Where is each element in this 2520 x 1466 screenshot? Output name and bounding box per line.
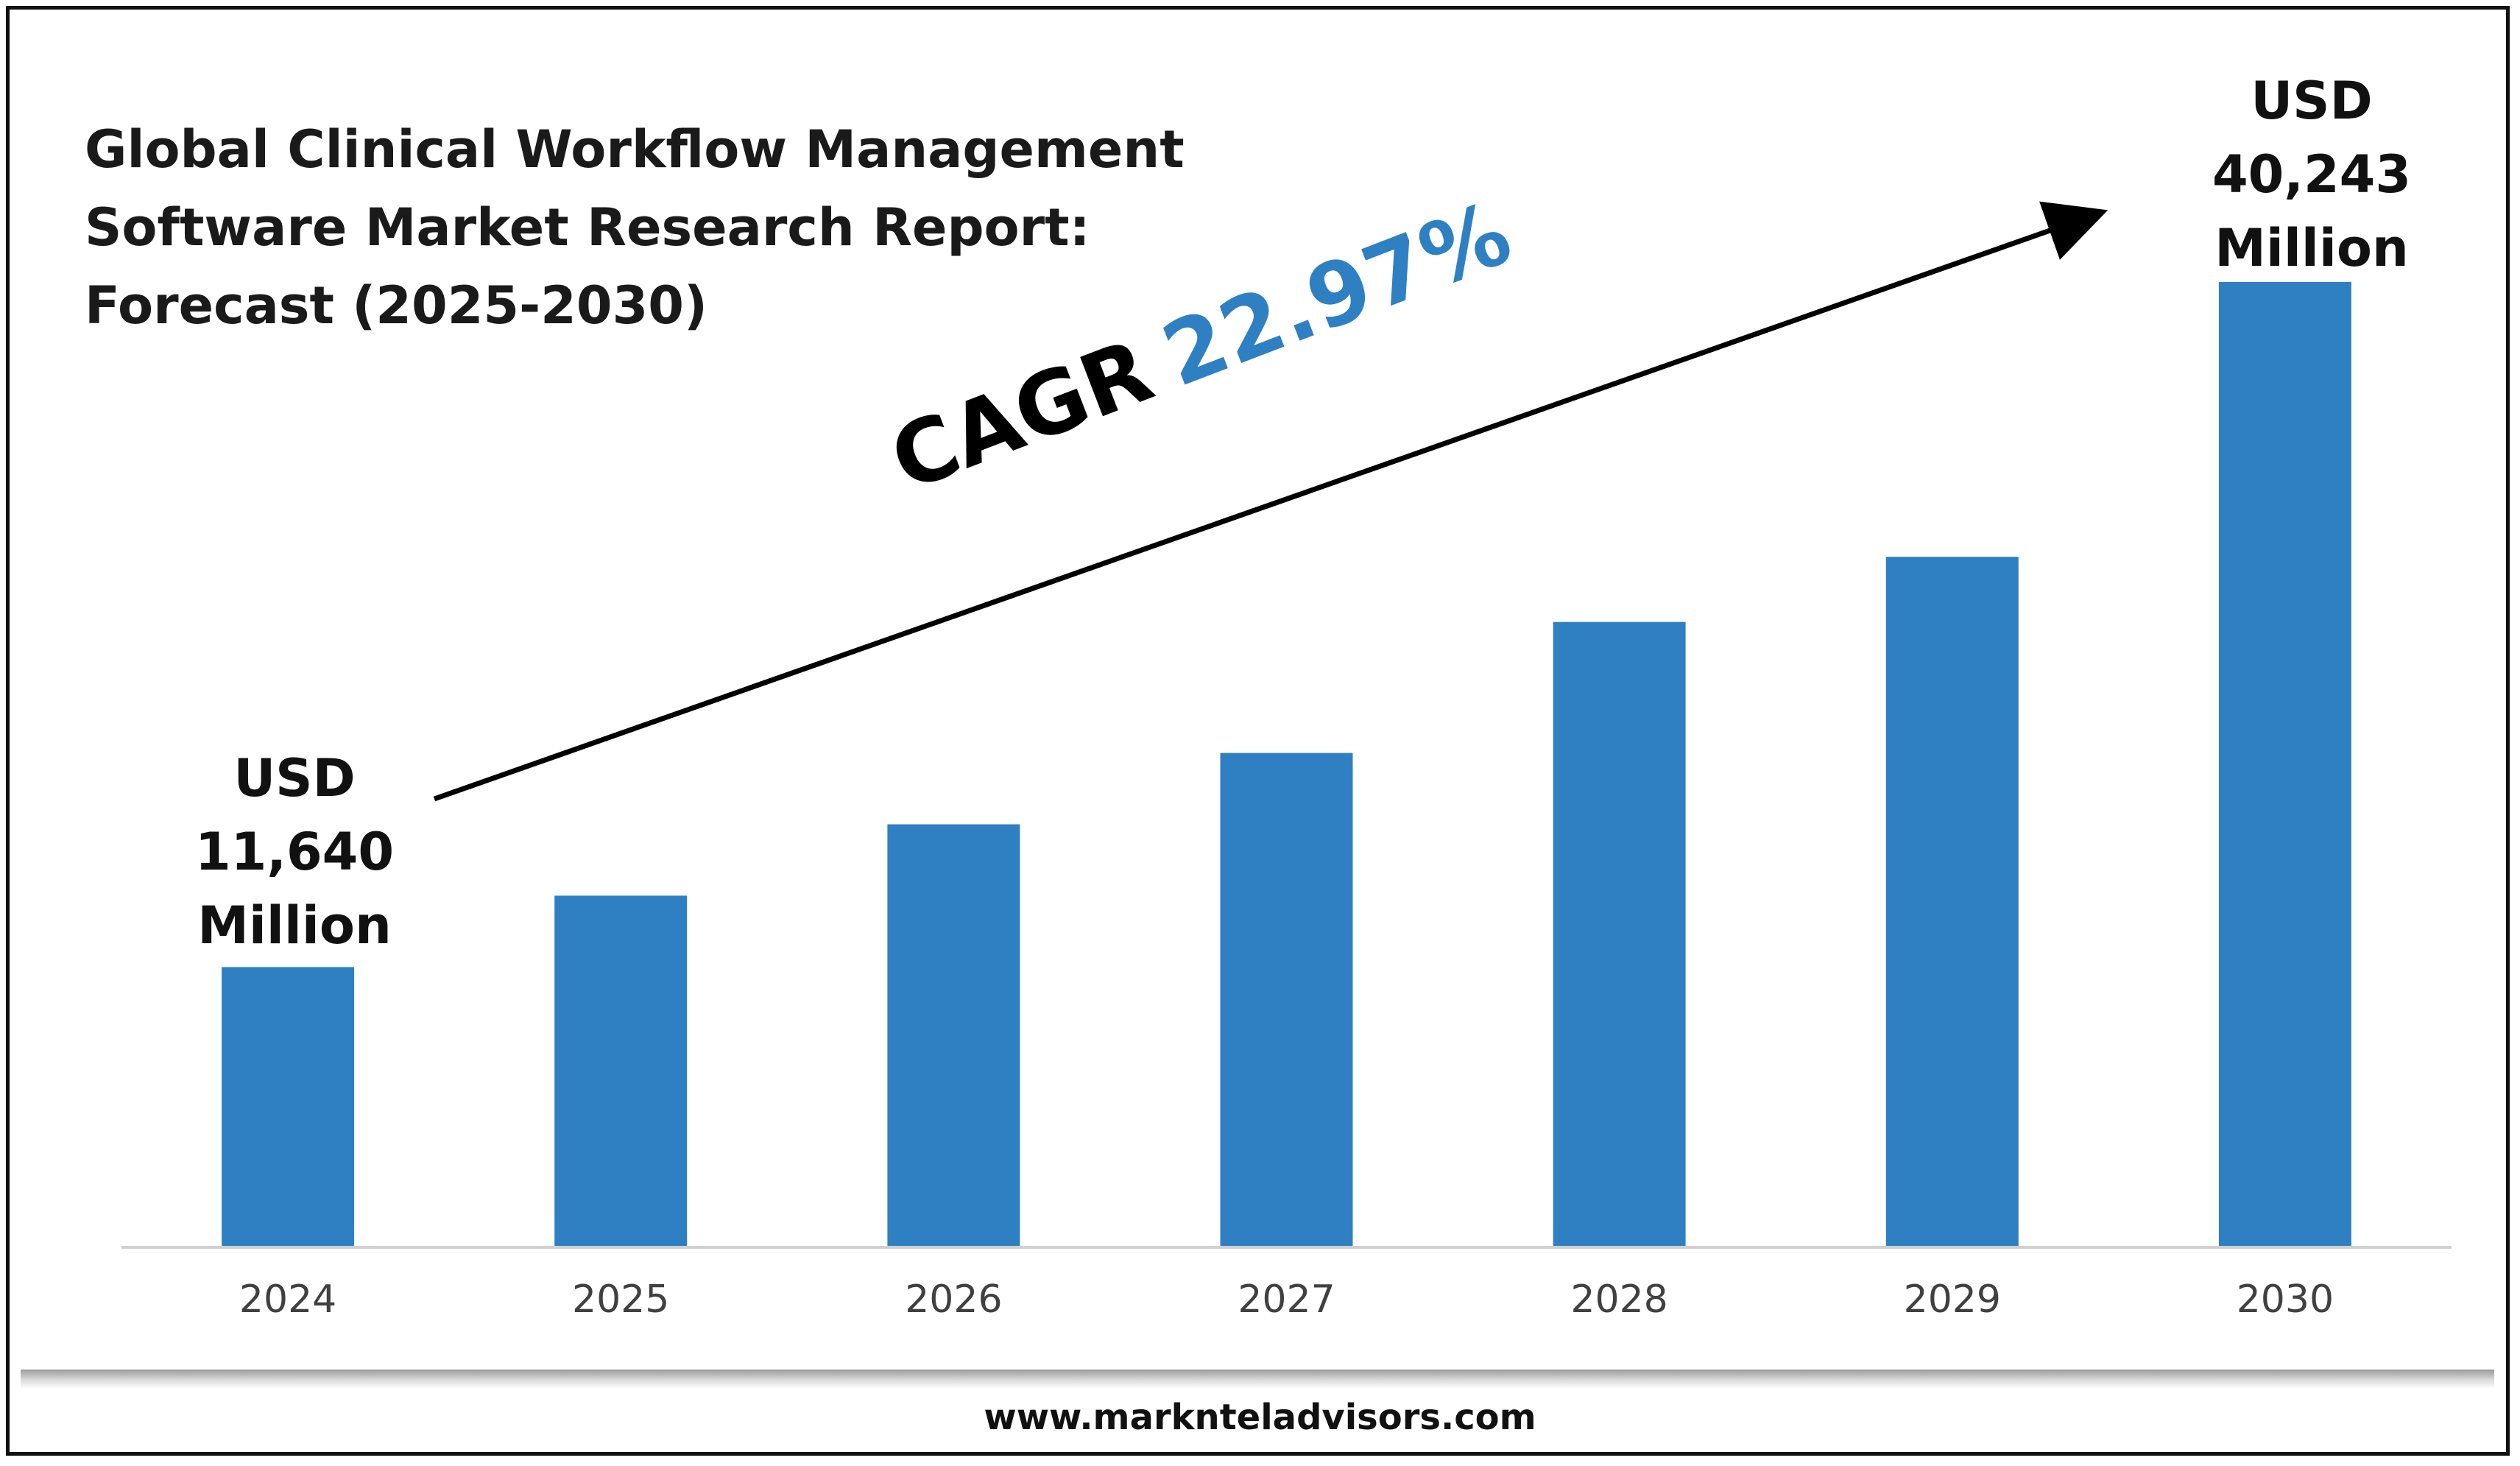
x-tick-labels: 2024 2025 2026 2027 2028 2029 2030 [239, 1278, 2334, 1322]
x-tick-2030: 2030 [2237, 1278, 2334, 1322]
chart-title: Global Clinical Workflow Management Soft… [85, 110, 1336, 345]
start-label-unit: Million [197, 895, 392, 956]
x-tick-2029: 2029 [1904, 1278, 2001, 1322]
title-line-2: Software Market Research Report: [85, 197, 1090, 258]
end-label-unit: Million [2214, 218, 2409, 278]
bar-2025 [554, 895, 688, 1246]
end-label-value: 40,243 [2212, 144, 2412, 205]
bar-2024 [222, 967, 355, 1246]
chart-frame [6, 6, 2510, 1456]
footer-divider [21, 1370, 2494, 1389]
end-value-label: USD 40,243 Million [2164, 64, 2459, 285]
bar-2028 [1553, 621, 1686, 1246]
start-value-label: USD 11,640 Million [147, 741, 442, 962]
bar-2029 [1885, 557, 2019, 1246]
x-tick-2025: 2025 [572, 1278, 669, 1322]
title-line-3: Forecast (2025-2030) [85, 275, 707, 336]
x-tick-2024: 2024 [239, 1278, 336, 1322]
x-tick-2026: 2026 [905, 1278, 1002, 1322]
x-tick-2027: 2027 [1238, 1278, 1335, 1322]
trend-arrow [433, 201, 2108, 802]
end-label-currency: USD [2251, 71, 2373, 131]
start-label-value: 11,640 [194, 822, 395, 882]
bar-2027 [1220, 753, 1353, 1246]
bar-group [222, 282, 2351, 1246]
x-tick-2028: 2028 [1570, 1278, 1667, 1322]
website-url: www.marknteladvisors.com [984, 1397, 1536, 1438]
title-line-1: Global Clinical Workflow Management [85, 119, 1185, 180]
bar-2026 [887, 824, 1020, 1246]
bar-2030 [2218, 282, 2351, 1246]
start-label-currency: USD [233, 748, 356, 808]
